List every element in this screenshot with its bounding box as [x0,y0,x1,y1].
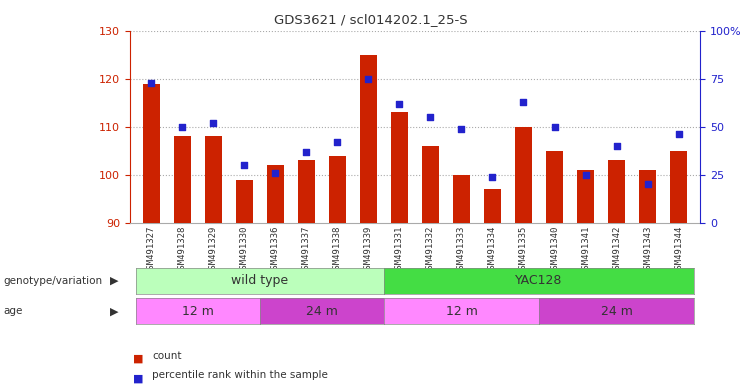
Bar [205,136,222,223]
Point [239,162,250,168]
Point [270,170,282,176]
Point [517,99,529,105]
Point [611,143,622,149]
Bar [608,160,625,223]
Bar [639,170,656,223]
Text: count: count [152,351,182,361]
Bar [267,165,284,223]
Bar [484,189,501,223]
Point [176,124,188,130]
Point [362,76,374,82]
Text: YAC128: YAC128 [515,274,562,287]
Text: age: age [4,306,23,316]
Point [207,120,219,126]
Text: ■: ■ [133,354,144,364]
Text: ■: ■ [133,373,144,383]
Text: ▶: ▶ [110,276,119,286]
Text: GDS3621 / scl014202.1_25-S: GDS3621 / scl014202.1_25-S [273,13,468,26]
Point [301,149,313,155]
Point [673,131,685,137]
Point [456,126,468,132]
Point [642,181,654,187]
Bar [515,127,532,223]
Point [393,101,405,107]
Bar [453,175,470,223]
Point [487,174,499,180]
Bar [236,179,253,223]
Text: 24 m: 24 m [306,305,338,318]
Text: percentile rank within the sample: percentile rank within the sample [152,370,328,380]
Bar [174,136,191,223]
Bar [360,55,377,223]
Bar [329,156,346,223]
Text: 12 m: 12 m [445,305,477,318]
Point [548,124,560,130]
Text: genotype/variation: genotype/variation [4,276,103,286]
Point [425,114,436,120]
Point [145,79,157,86]
Bar [546,151,563,223]
Bar [670,151,687,223]
Bar [143,83,160,223]
Text: 24 m: 24 m [601,305,633,318]
Point [579,172,591,178]
Text: ▶: ▶ [110,306,119,316]
Bar [422,146,439,223]
Point [331,139,343,145]
Text: 12 m: 12 m [182,305,214,318]
Text: wild type: wild type [231,274,288,287]
Bar [298,160,315,223]
Bar [391,112,408,223]
Bar [577,170,594,223]
